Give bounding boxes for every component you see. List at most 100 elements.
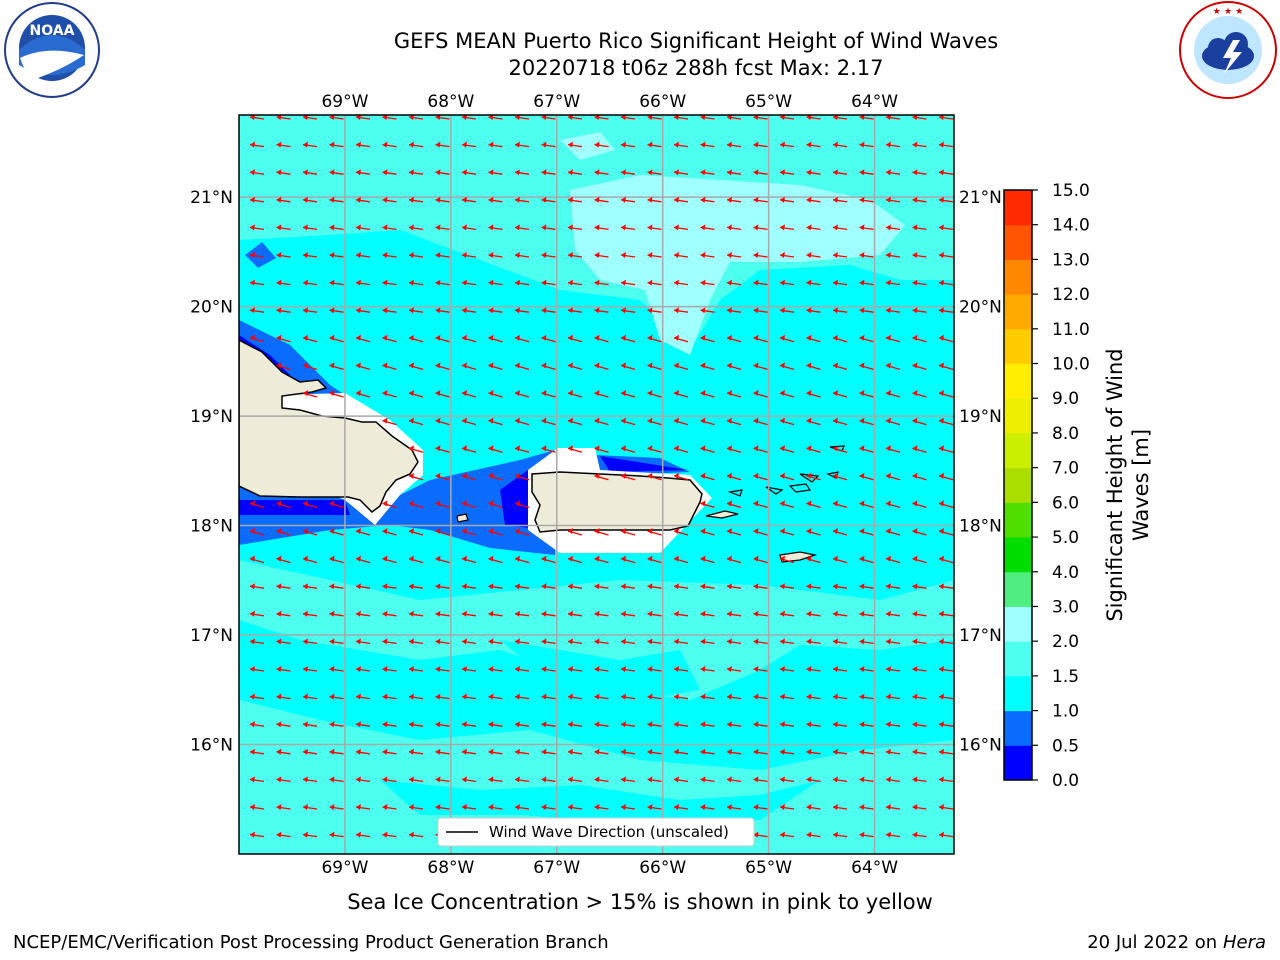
- wind-arrow: [382, 224, 397, 231]
- wind-arrow: [488, 528, 503, 536]
- wind-arrow: [779, 307, 795, 314]
- wind-arrow: [302, 196, 318, 203]
- wind-arrow: [488, 500, 503, 509]
- wind-arrow: [276, 583, 291, 590]
- wind-arrow: [514, 196, 530, 203]
- wind-arrow: [249, 141, 265, 148]
- wind-arrow: [885, 390, 901, 398]
- wind-arrow: [885, 693, 901, 700]
- wind-arrow: [276, 500, 291, 509]
- wind-arrow: [620, 417, 636, 426]
- wind-arrow: [408, 390, 424, 398]
- wind-arrow: [408, 583, 424, 590]
- wind-arrow: [302, 666, 318, 672]
- wind-arrow: [276, 115, 291, 120]
- wind-arrow: [594, 445, 609, 453]
- wind-arrow: [541, 141, 556, 148]
- colorbar-tick-label: 11.0: [1052, 320, 1090, 340]
- wind-arrow: [806, 307, 821, 314]
- wind-arrow: [276, 831, 291, 838]
- wind-arrow: [700, 776, 715, 783]
- wind-arrow: [753, 445, 768, 453]
- wind-arrow: [329, 831, 344, 838]
- wind-arrow: [541, 555, 556, 564]
- wind-arrow: [594, 115, 609, 120]
- wind-arrow: [859, 472, 874, 481]
- colorbar-segment: [1004, 745, 1032, 781]
- wind-arrow: [249, 528, 265, 536]
- wind-arrow: [408, 279, 424, 286]
- wind-arrow: [514, 610, 530, 617]
- wind-arrow: [514, 804, 530, 810]
- colorbar-tick-label: 1.5: [1052, 667, 1079, 687]
- wind-arrow: [329, 196, 344, 203]
- colorbar-tick-label: 4.0: [1052, 563, 1079, 583]
- wind-arrow: [249, 500, 265, 509]
- wind-arrow: [885, 252, 901, 258]
- wind-arrow: [673, 666, 689, 672]
- wind-arrow: [276, 141, 291, 148]
- wind-arrow: [779, 610, 795, 617]
- wind-arrow: [302, 748, 318, 755]
- wind-arrow: [488, 721, 503, 728]
- wind-arrow: [408, 638, 424, 645]
- wind-arrow: [461, 721, 477, 728]
- wind-arrow: [832, 583, 848, 590]
- wind-arrow: [885, 334, 901, 343]
- wind-arrow: [885, 224, 901, 231]
- wind-arrow: [435, 528, 450, 536]
- wind-arrow: [541, 196, 556, 203]
- wind-arrow: [302, 390, 318, 398]
- wind-arrow: [355, 555, 371, 564]
- date-stamp: 20 Jul 2022 on Hera: [1087, 932, 1266, 953]
- wind-arrow: [541, 362, 556, 371]
- wave-height-contour-0-0p5: [239, 500, 350, 515]
- wind-arrow: [832, 362, 848, 371]
- wind-arrow: [726, 390, 742, 398]
- wind-arrow: [753, 390, 768, 398]
- wind-arrow: [885, 307, 901, 314]
- wind-arrow: [382, 776, 397, 783]
- wind-arrow: [832, 693, 848, 700]
- wind-arrow: [276, 804, 291, 810]
- wind-arrow: [912, 115, 927, 120]
- wind-arrow: [541, 417, 556, 426]
- wind-arrow: [514, 528, 530, 536]
- chart-subtitle: 20220718 t06z 288h fcst Max: 2.17: [508, 56, 884, 80]
- wind-arrow: [382, 279, 397, 286]
- legend-label: Wind Wave Direction (unscaled): [489, 823, 729, 841]
- wind-arrow: [779, 693, 795, 700]
- wind-arrow: [938, 500, 954, 509]
- wind-arrow: [329, 362, 344, 371]
- colorbar-segment: [1004, 675, 1032, 712]
- wind-arrow: [435, 334, 450, 343]
- wind-arrow: [567, 445, 583, 453]
- wave-height-contour-0p5-1: [239, 450, 555, 555]
- wind-arrow: [594, 583, 609, 590]
- wind-arrow: [912, 307, 927, 314]
- wind-arrow: [514, 252, 530, 258]
- wind-arrow: [912, 804, 927, 810]
- wind-arrow: [382, 196, 397, 203]
- wind-arrow: [806, 638, 821, 645]
- wind-arrow: [673, 169, 689, 176]
- lon-label-bottom: 65°W: [745, 858, 792, 878]
- lon-label-top: 66°W: [639, 92, 686, 112]
- wind-arrow: [753, 610, 768, 617]
- wind-arrow: [806, 472, 821, 481]
- wind-arrow: [620, 279, 636, 286]
- wind-arrow: [700, 693, 715, 700]
- wind-arrow: [249, 279, 265, 286]
- wind-arrow: [435, 666, 450, 672]
- wind-arrow: [620, 804, 636, 810]
- colorbar-tick-label: 8.0: [1052, 424, 1079, 444]
- wind-arrow: [435, 390, 450, 398]
- wind-arrow: [832, 666, 848, 672]
- wind-arrow: [938, 610, 954, 617]
- wind-arrow: [355, 610, 371, 617]
- wind-arrow: [514, 500, 530, 509]
- wind-arrow: [832, 831, 848, 838]
- wind-arrow: [276, 610, 291, 617]
- colorbar-segment: [1004, 190, 1032, 226]
- wind-arrow: [832, 610, 848, 617]
